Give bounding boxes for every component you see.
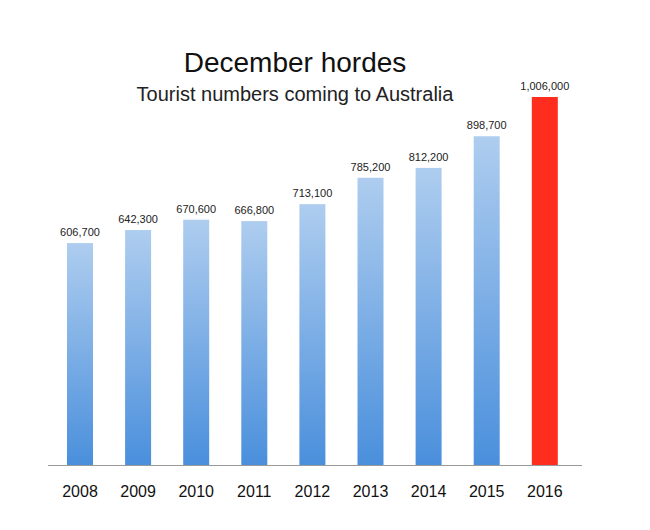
x-tick-label: 2015 — [469, 483, 505, 500]
bar — [474, 136, 500, 465]
x-axis-line — [48, 465, 582, 466]
bar — [125, 230, 151, 465]
bar — [299, 204, 325, 465]
title: December hordes — [184, 47, 407, 78]
data-label: 606,700 — [60, 226, 100, 238]
x-tick-label: 2012 — [295, 483, 331, 500]
x-tick-labels: 2008 2009 2010 2011 2012 2013 2014 2015 2016 — [62, 483, 562, 500]
bar — [183, 220, 209, 465]
x-tick-label: 2016 — [527, 483, 563, 500]
bar — [241, 221, 267, 465]
data-labels: 606,700 642,300 670,600 666,800 713,100 785,2… — [60, 80, 569, 238]
data-label: 666,800 — [234, 204, 274, 216]
x-tick-label: 2013 — [353, 483, 389, 500]
data-label: 642,300 — [118, 213, 158, 225]
bar — [416, 168, 442, 465]
bar — [358, 178, 384, 465]
x-tick-label: 2009 — [120, 483, 156, 500]
bar — [67, 243, 93, 465]
x-tick-label: 2011 — [237, 483, 272, 500]
data-label: 670,600 — [176, 203, 216, 215]
chart: December hordes Tourist numbers coming to… — [0, 0, 650, 530]
bars — [67, 97, 558, 465]
x-tick-label: 2014 — [411, 483, 447, 500]
x-tick-label: 2010 — [178, 483, 214, 500]
subtitle: Tourist numbers coming to Australia — [137, 83, 455, 105]
data-label: 1,006,000 — [520, 80, 569, 92]
x-tick-label: 2008 — [62, 483, 98, 500]
data-label: 785,200 — [351, 161, 391, 173]
data-label: 898,700 — [467, 119, 507, 131]
data-label: 713,100 — [293, 187, 333, 199]
bar — [532, 97, 558, 465]
data-label: 812,200 — [409, 151, 449, 163]
